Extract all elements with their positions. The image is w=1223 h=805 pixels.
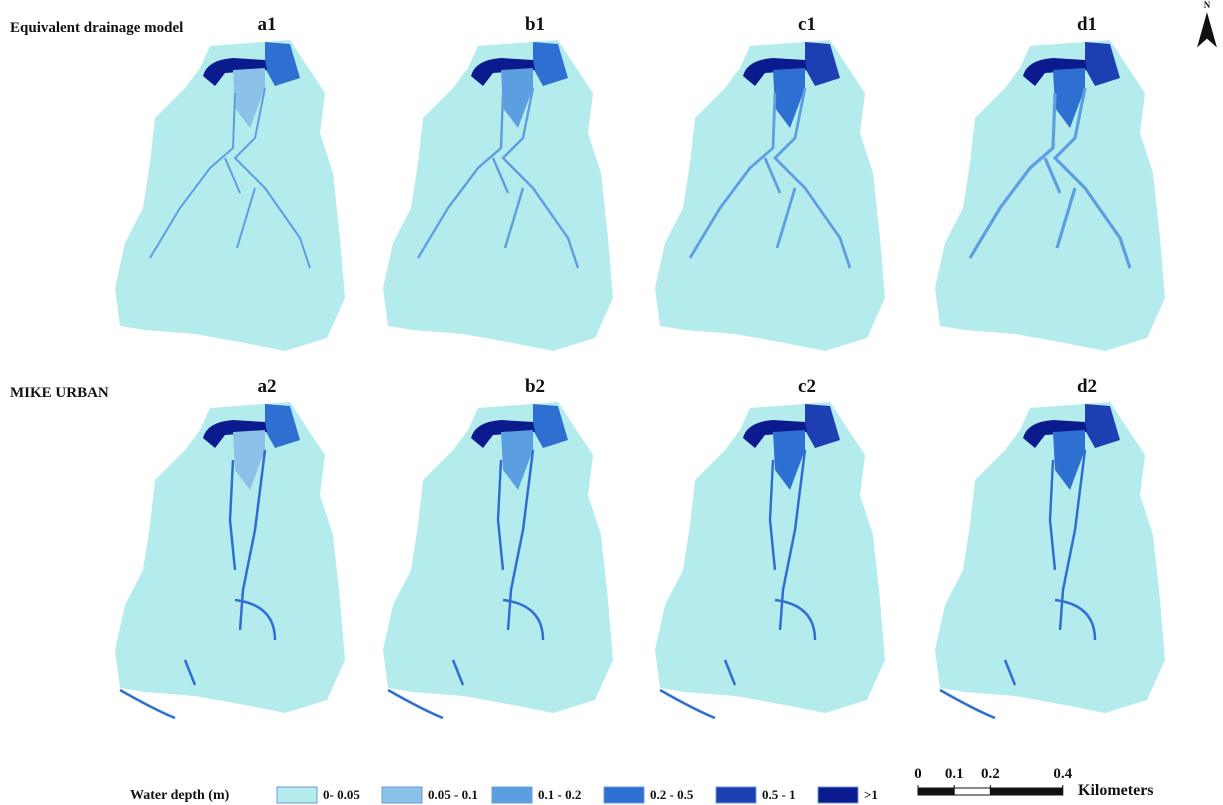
catchment-map — [383, 40, 613, 351]
catchment — [383, 40, 613, 351]
scale-segment — [954, 788, 990, 795]
catchment — [935, 40, 1165, 351]
catchment-map — [935, 40, 1165, 351]
legend-label: 0.5 - 1 — [762, 787, 796, 802]
flow-channel — [940, 690, 995, 718]
row-label: MIKE URBAN — [10, 385, 109, 401]
catchment-map — [383, 402, 613, 718]
catchment — [655, 40, 885, 351]
row-label: Equivalent drainage model — [10, 20, 183, 36]
panel-label: a1 — [258, 14, 277, 35]
panel-label: b1 — [525, 14, 545, 35]
catchment — [115, 40, 345, 351]
figure: Equivalent drainage model MIKE URBAN N W… — [0, 0, 1223, 805]
legend-label: >1 — [864, 787, 878, 802]
catchment — [655, 402, 885, 713]
legend-label: 0.2 - 0.5 — [650, 787, 694, 802]
legend-swatch — [818, 787, 858, 803]
scale-tick-label: 0.1 — [945, 766, 964, 782]
legend-label: 0- 0.05 — [323, 787, 360, 802]
catchment-map — [115, 40, 345, 351]
catchment — [935, 402, 1165, 713]
panel-label: c1 — [798, 14, 816, 35]
panel-label: d2 — [1077, 376, 1097, 397]
legend-title: Water depth (m) — [130, 788, 230, 803]
flow-channel — [120, 690, 175, 718]
legend-swatch — [716, 787, 756, 803]
legend-label: 0.05 - 0.1 — [428, 787, 478, 802]
scale-tick-label: 0.2 — [981, 766, 1000, 782]
legend-swatch — [492, 787, 532, 803]
catchment-map — [655, 402, 885, 718]
scale-tick-label: 0.4 — [1053, 766, 1072, 782]
panel-label: a2 — [258, 376, 277, 397]
catchment-map — [655, 40, 885, 351]
north-arrow: N — [1198, 0, 1216, 46]
catchment-map — [935, 402, 1165, 718]
catchment — [383, 402, 613, 713]
catchment-map — [115, 402, 345, 718]
legend-label: 0.1 - 0.2 — [538, 787, 581, 802]
panel-label: c2 — [798, 376, 816, 397]
north-symbol — [1198, 14, 1216, 46]
legend-swatch — [382, 787, 422, 803]
flow-channel — [660, 690, 715, 718]
north-label: N — [1204, 0, 1211, 10]
legend-swatch — [277, 787, 317, 803]
legend-swatch — [604, 787, 644, 803]
scale-unit: Kilometers — [1078, 782, 1154, 799]
scale-segment — [990, 788, 1062, 795]
flow-channel — [388, 690, 443, 718]
scale-tick-label: 0 — [914, 766, 922, 782]
catchment — [115, 402, 345, 713]
panel-label: b2 — [525, 376, 545, 397]
scale-segment — [918, 788, 954, 795]
panel-label: d1 — [1077, 14, 1097, 35]
